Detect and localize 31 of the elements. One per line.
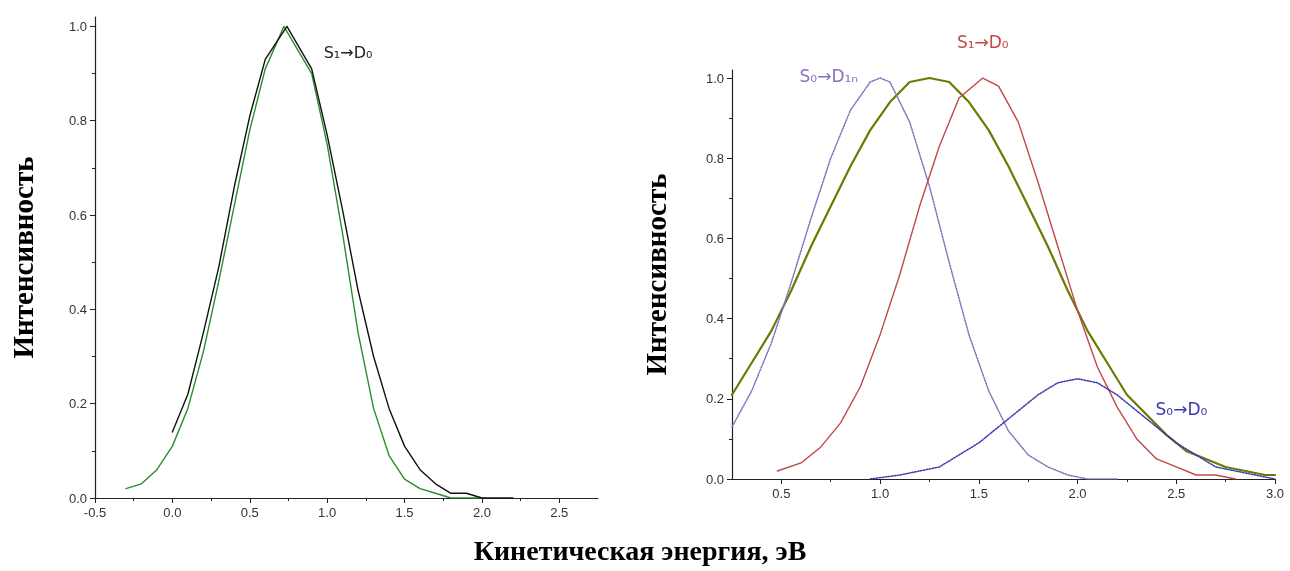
text: S₁→D₀ <box>956 32 1009 53</box>
x-tick-label: 2.5 <box>550 505 569 520</box>
x-tick-label: 2.5 <box>1167 486 1186 501</box>
x-tick-label: 3.0 <box>1265 486 1285 501</box>
y-tick-label: 0.0 <box>705 471 724 487</box>
x-tick-label: 0.5 <box>772 486 791 501</box>
y-tick-label: 0.6 <box>68 207 87 223</box>
x-tick-label: 1.5 <box>969 486 988 501</box>
y-axis-title: Интенсивность <box>639 173 672 376</box>
x-tick-label: 2.0 <box>472 505 491 520</box>
x-tick-label: -0.5 <box>83 505 107 520</box>
y-tick-label: 0.8 <box>705 150 724 166</box>
x-tick-label: 1.5 <box>395 505 414 520</box>
y-tick-label: 0.8 <box>68 113 87 129</box>
x-tick-label: 1.0 <box>871 486 890 501</box>
x-axis-title: Кинетическая энергия, эВ <box>473 534 807 566</box>
y-tick-label: 0.2 <box>68 396 87 412</box>
y-tick-label: 0.6 <box>705 230 724 246</box>
x-tick-label: 0.5 <box>240 505 259 520</box>
annotation: S₁→D₀ <box>323 42 373 62</box>
x-tick-label: 1.0 <box>318 505 337 520</box>
y-axis-title: Интенсивность <box>6 156 39 359</box>
y-tick-label: 0.4 <box>705 311 724 327</box>
y-tick-label: 1.0 <box>68 18 87 34</box>
series-label: S₀→D₁ₙ <box>799 66 859 87</box>
y-tick-label: 1.0 <box>705 70 724 86</box>
x-tick-label: 0.0 <box>163 505 182 520</box>
x-tick-label: 2.0 <box>1068 486 1087 501</box>
y-tick-label: 0.2 <box>705 391 724 407</box>
y-tick-label: 0.4 <box>68 301 87 317</box>
series-label: S₀→D₀ <box>1155 398 1208 419</box>
